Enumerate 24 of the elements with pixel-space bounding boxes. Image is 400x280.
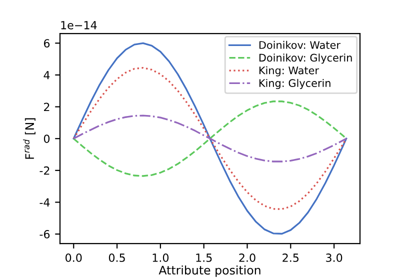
y-tick-label: -6 xyxy=(40,230,50,238)
y-tick-label: -2 xyxy=(40,166,50,175)
line-series xyxy=(72,114,348,162)
x-tick-label: 0.0 xyxy=(66,254,82,262)
x-tick-label: 3.0 xyxy=(326,254,342,262)
x-tick-label: 1.0 xyxy=(152,254,169,262)
text: 1e−14 xyxy=(61,21,97,30)
y-tick-label: -4 xyxy=(40,198,50,206)
y-tick-label: 6 xyxy=(44,39,50,48)
y-tick-label: 4 xyxy=(44,71,50,80)
legend-label: Doinikov: Glycerin xyxy=(259,54,352,64)
line-series xyxy=(72,66,348,210)
legend-label: King: Water xyxy=(259,66,319,76)
x-tick-label: 0.5 xyxy=(108,254,125,262)
x-tick-label: 2.0 xyxy=(239,254,256,262)
y-tick-label: 2 xyxy=(44,102,50,112)
x-tick-label: 1.5 xyxy=(196,254,212,262)
legend-label: King: Glycerin xyxy=(259,78,330,90)
legend-label: Doinikov: Water xyxy=(259,40,340,49)
x-tick-label: 2.5 xyxy=(282,254,299,262)
line-series xyxy=(72,100,348,177)
y-tick-label: 0 xyxy=(44,134,50,143)
y-axis-title: F$^{rad}$ [N] xyxy=(23,118,36,159)
x-axis-title: Attribute position xyxy=(158,265,260,277)
